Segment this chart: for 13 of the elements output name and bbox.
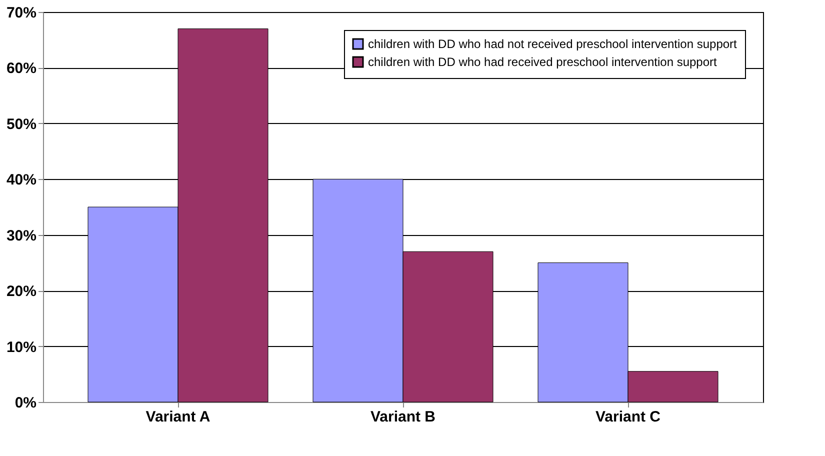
- legend-label: children with DD who had not received preschool intervention support: [368, 37, 738, 51]
- y-tick-label: 20%: [6, 283, 36, 300]
- x-tick-label: Variant B: [370, 408, 436, 426]
- x-tick-label: Variant C: [595, 408, 661, 426]
- legend-label: children with DD who had received preschool intervention support: [368, 55, 718, 69]
- y-tick-label: 30%: [6, 227, 36, 244]
- x-tick-label: Variant A: [146, 408, 210, 426]
- y-tick-label: 40%: [6, 172, 36, 189]
- y-tick-label: 0%: [14, 394, 36, 412]
- y-tick-label: 50%: [6, 116, 36, 133]
- y-tick-label: 70%: [6, 4, 36, 22]
- y-tick-label: 60%: [6, 60, 36, 78]
- y-tick-label: 10%: [6, 338, 36, 356]
